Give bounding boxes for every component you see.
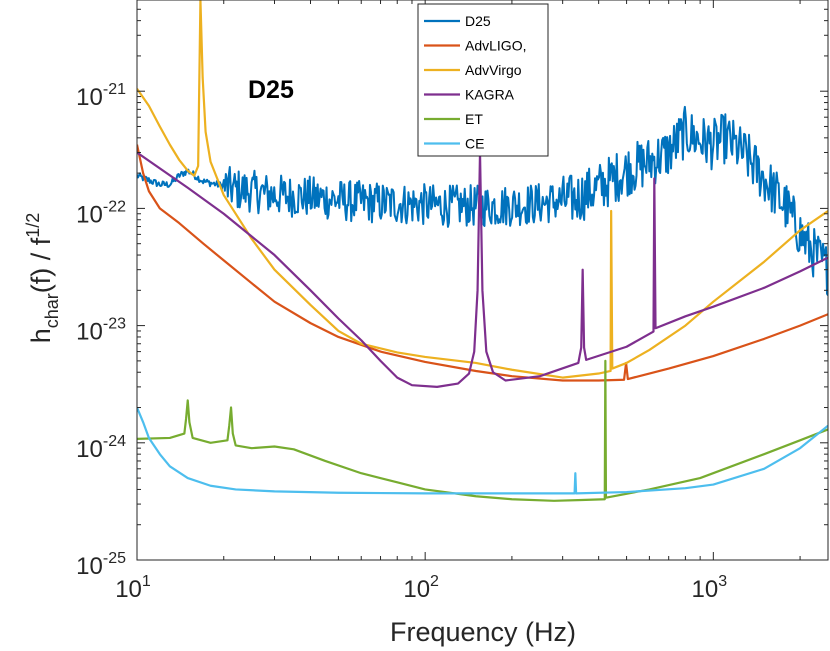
x-tick-label: 101 <box>115 573 151 603</box>
y-tick-label: 10-23 <box>76 316 126 346</box>
tick-label-layer: 101 102 103 10-21 10-22 10-23 10-24 10-25 <box>76 81 727 603</box>
y-label-rest: (f) / f <box>26 237 56 293</box>
y-tick-label: 10-24 <box>76 433 126 463</box>
x-tick-label: 103 <box>692 573 728 603</box>
y-axis-label: hchar(f) / f1/2 <box>23 213 62 344</box>
series-line-2 <box>137 144 828 382</box>
x-tick-label: 102 <box>403 573 439 603</box>
y-label-main: h <box>26 328 56 343</box>
series-line-6 <box>137 407 828 495</box>
series-line-1 <box>137 105 828 296</box>
legend: D25 AdvLIGO, AdvVirgo KAGRA ET CE <box>417 3 549 157</box>
series-line-4 <box>137 151 828 388</box>
y-tick-label: 10-21 <box>76 81 126 111</box>
y-label-sup: 1/2 <box>23 213 43 238</box>
series-layer <box>137 0 828 502</box>
y-tick-label: 10-22 <box>76 198 126 228</box>
legend-label-2: AdvLIGO, <box>465 38 526 54</box>
annotation-d25: D25 <box>248 76 294 104</box>
tick-layer <box>136 0 828 561</box>
y-label-sub: char <box>42 293 62 328</box>
legend-box <box>417 3 549 157</box>
legend-label-6: CE <box>465 136 484 152</box>
y-tick-label: 10-25 <box>76 550 126 580</box>
plot-frame <box>136 0 829 561</box>
legend-label-3: AdvVirgo <box>465 62 522 78</box>
series-line-5 <box>137 359 828 502</box>
series-line-3 <box>137 0 828 379</box>
legend-label-1: D25 <box>465 13 491 29</box>
x-axis-label: Frequency (Hz) <box>390 617 576 647</box>
legend-label-4: KAGRA <box>465 87 515 103</box>
legend-label-5: ET <box>465 111 483 127</box>
